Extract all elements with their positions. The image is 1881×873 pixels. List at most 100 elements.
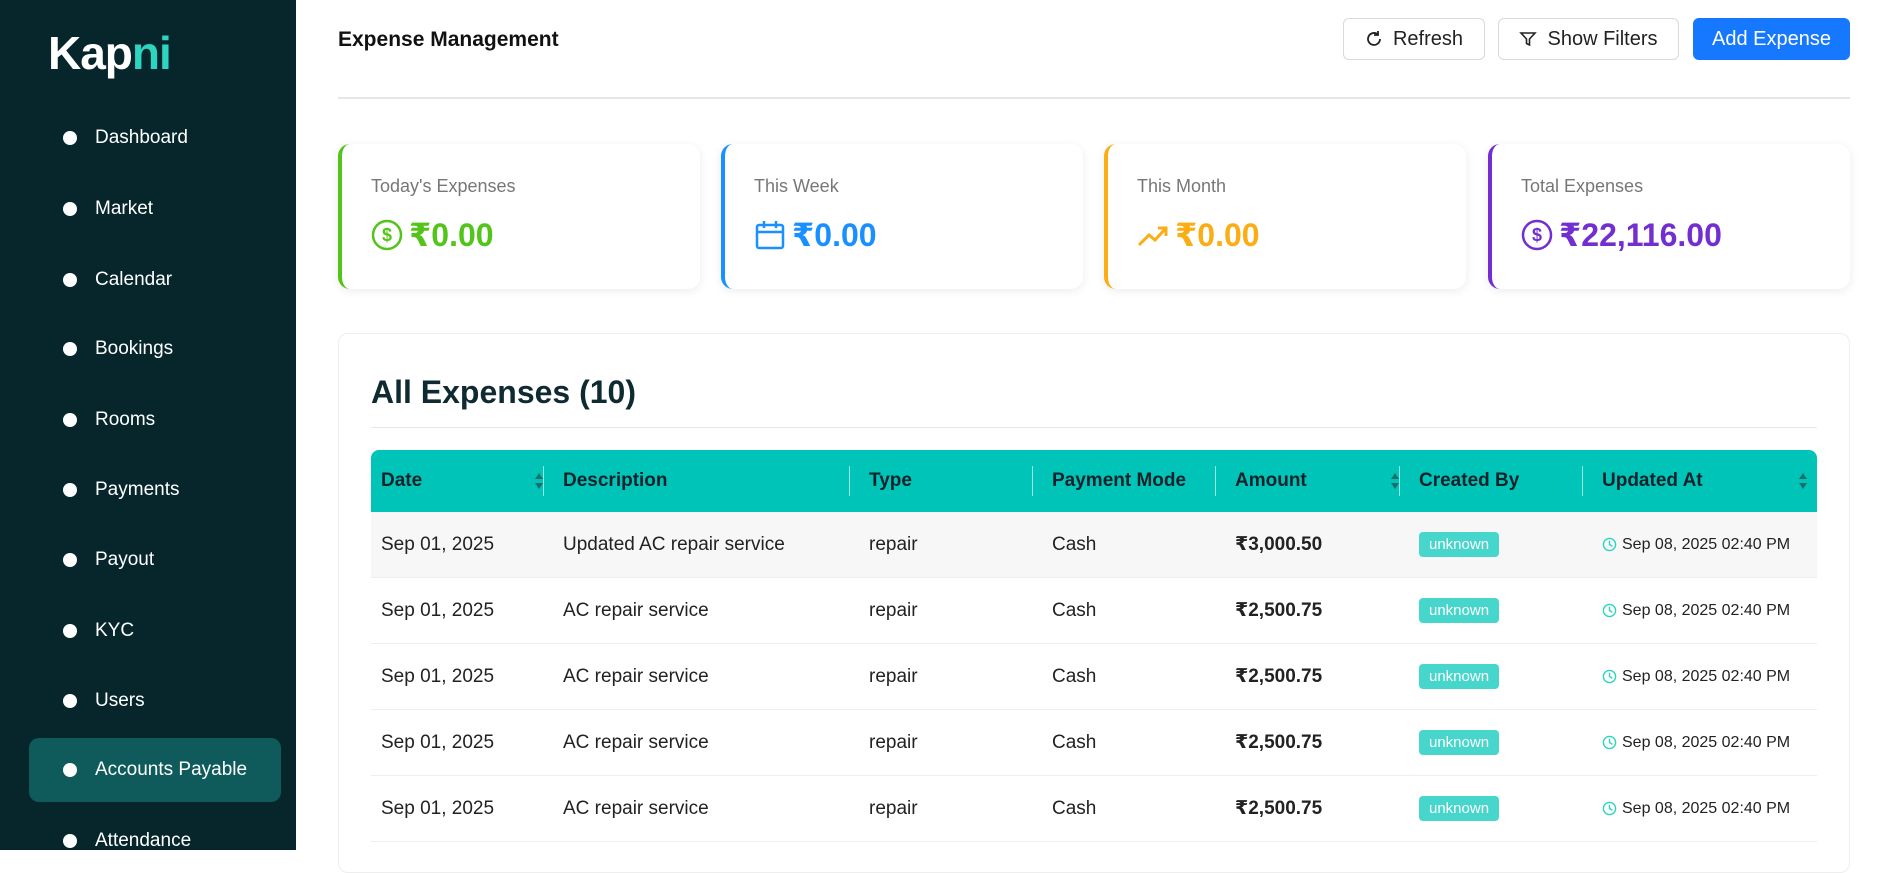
table-cell: Cash — [1052, 644, 1096, 709]
cell-text: repair — [869, 533, 918, 555]
stat-icon: $ — [1521, 219, 1553, 251]
cell-text: Sep 08, 2025 02:40 PM — [1622, 535, 1791, 553]
button-label: Refresh — [1392, 27, 1464, 50]
nav-label: Bookings — [95, 338, 174, 359]
tag: unknown — [1419, 730, 1500, 755]
column-separator — [543, 466, 544, 496]
button-icon — [1365, 30, 1383, 48]
column-separator — [1215, 466, 1216, 496]
table-cell: repair — [869, 710, 918, 775]
table-cell: Sep 01, 2025 — [381, 776, 494, 841]
nav-icon — [63, 413, 77, 427]
stat-card: This Week ₹0.00 — [721, 144, 1083, 289]
table-cell: Sep 01, 2025 — [381, 578, 494, 643]
nav-item[interactable]: Accounts Payable — [29, 738, 281, 802]
table-cell: AC repair service — [563, 776, 709, 841]
divider — [371, 427, 1817, 428]
tag: unknown — [1419, 796, 1500, 821]
stat-value-row: ₹0.00 — [1137, 216, 1260, 254]
cell-text: Cash — [1052, 731, 1097, 753]
stat-label: Total Expenses — [1521, 176, 1644, 196]
stat-value-row: $ ₹22,116.00 — [1521, 216, 1722, 254]
button[interactable]: Show Filters — [1498, 18, 1679, 60]
table-cell: unknown — [1419, 578, 1500, 643]
table-cell: unknown — [1419, 512, 1500, 577]
table-cell: Sep 01, 2025 — [381, 710, 494, 775]
column-header[interactable]: Updated At — [1602, 470, 1703, 491]
stat-icon — [754, 219, 786, 251]
nav-icon — [63, 763, 77, 777]
nav-item[interactable]: Calendar — [29, 248, 281, 312]
cell-text: ₹2,500.75 — [1235, 798, 1323, 819]
table-cell: AC repair service — [563, 578, 709, 643]
nav-label: Attendance — [95, 830, 192, 851]
nav-item[interactable]: Payments — [29, 458, 281, 522]
table-title: All Expenses (10) — [371, 374, 636, 410]
stat-value: ₹0.00 — [1175, 217, 1260, 253]
table-cell: repair — [869, 512, 918, 577]
table-row: Sep 01, 2025 AC repair service repair Cash ₹… — [371, 776, 1817, 842]
logo-text: ni — [131, 27, 172, 79]
cell-text: ₹2,500.75 — [1235, 732, 1323, 753]
table-cell: AC repair service — [563, 710, 709, 775]
nav-item[interactable]: KYC — [29, 599, 281, 663]
table-cell: Sep 08, 2025 02:40 PM — [1602, 512, 1790, 577]
nav-label: Dashboard — [95, 127, 188, 148]
svg-text:$: $ — [382, 225, 392, 245]
table-cell: unknown — [1419, 644, 1500, 709]
button-label: Add Expense — [1712, 27, 1831, 50]
cell-text: repair — [869, 665, 918, 687]
sort-icon — [533, 471, 545, 496]
cell-text: AC repair service — [563, 665, 709, 687]
cell-text: Sep 08, 2025 02:40 PM — [1622, 601, 1791, 619]
button[interactable]: Refresh — [1343, 18, 1485, 60]
stat-value-row: ₹0.00 — [754, 216, 877, 254]
stat-value: ₹22,116.00 — [1559, 217, 1722, 253]
sidebar: Kapni Dashboard Market Calendar Bookings Roo… — [0, 0, 296, 851]
nav-item[interactable]: Market — [29, 177, 281, 241]
nav-item[interactable]: Payout — [29, 528, 281, 592]
nav-label: Market — [95, 198, 154, 219]
nav-item[interactable]: Rooms — [29, 388, 281, 452]
cell-text: repair — [869, 599, 918, 621]
sort-icon — [1389, 471, 1401, 496]
nav-label: Calendar — [95, 269, 173, 290]
column-header[interactable]: Amount — [1235, 470, 1307, 491]
nav-item[interactable]: Users — [29, 669, 281, 733]
tag: unknown — [1419, 532, 1500, 557]
sort-icon — [1797, 471, 1809, 496]
stat-card: This Month ₹0.00 — [1104, 144, 1466, 289]
table-cell: repair — [869, 578, 918, 643]
stat-value: ₹0.00 — [409, 217, 494, 253]
column-header[interactable]: Date — [381, 470, 423, 491]
nav-item[interactable]: Bookings — [29, 317, 281, 381]
cell-text: AC repair service — [563, 797, 709, 819]
clock-icon — [1602, 801, 1617, 816]
table-cell: unknown — [1419, 776, 1500, 841]
cell-text: Cash — [1052, 665, 1097, 687]
stat-value-row: $ ₹0.00 — [371, 216, 494, 254]
nav-item[interactable]: Attendance — [29, 809, 281, 873]
cell-text: ₹3,000.50 — [1235, 534, 1323, 555]
table-cell: Updated AC repair service — [563, 512, 785, 577]
tag: unknown — [1419, 598, 1500, 623]
nav-item[interactable]: Dashboard — [29, 106, 281, 170]
cell-text: Sep 08, 2025 02:40 PM — [1622, 667, 1791, 685]
column-separator — [1032, 466, 1033, 496]
cell-text: Updated AC repair service — [563, 533, 785, 555]
button-icon — [1519, 30, 1538, 48]
button[interactable]: Add Expense — [1693, 18, 1850, 60]
page-title: Expense Management — [338, 28, 559, 51]
stat-card: Today's Expenses $ ₹0.00 — [338, 144, 700, 289]
table-cell: Sep 01, 2025 — [381, 512, 494, 577]
nav-icon — [63, 202, 77, 216]
stat-value: ₹0.00 — [792, 217, 877, 253]
cell-text: Cash — [1052, 599, 1097, 621]
nav-icon — [63, 834, 77, 848]
cell-text: ₹2,500.75 — [1235, 666, 1323, 687]
nav-icon — [63, 131, 77, 145]
column-header: Type — [869, 470, 912, 491]
nav-label: Payout — [95, 549, 155, 570]
